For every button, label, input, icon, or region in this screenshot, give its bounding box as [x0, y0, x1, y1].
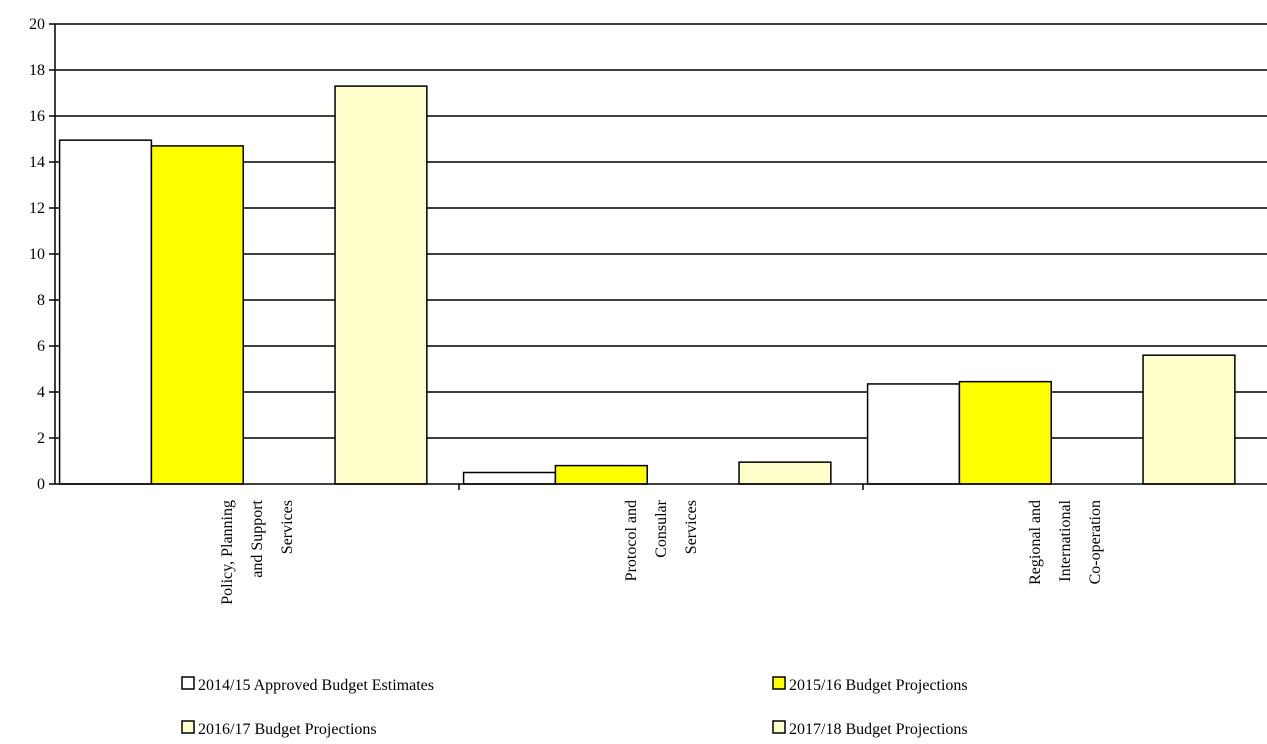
y-tick-label: 12: [29, 200, 45, 217]
category-label-line: Consular: [653, 499, 670, 557]
bar: [958, 380, 1052, 485]
legend-item: 2015/16 Budget Projections: [772, 676, 968, 694]
y-axis-ticks: 0 2 4 6 8 10 12 14 16 18 20: [29, 16, 55, 493]
legend-swatch: [181, 720, 195, 734]
legend-swatch: [772, 720, 786, 734]
category-labels: Policy, Planning and Support Services Proto…: [219, 499, 1104, 604]
y-tick-label: 20: [29, 16, 45, 33]
legend-label: 2014/15 Approved Budget Estimates: [198, 677, 434, 694]
bar: [462, 471, 557, 485]
y-tick-label: 0: [37, 476, 45, 493]
y-tick-label: 8: [37, 292, 45, 309]
bar: [738, 461, 832, 485]
bar: [58, 139, 153, 485]
gridlines: [55, 23, 1267, 439]
category-label-line: Protocol and: [623, 500, 640, 581]
y-tick-label: 4: [37, 384, 45, 401]
bar: [150, 145, 244, 485]
category-label-line: Services: [279, 500, 296, 554]
bar: [1142, 354, 1236, 485]
y-tick-label: 18: [29, 62, 45, 79]
legend-label: 2017/18 Budget Projections: [789, 721, 968, 738]
bar: [554, 464, 648, 485]
legend-item: 2016/17 Budget Projections: [181, 720, 377, 738]
category-label-line: Regional and: [1027, 500, 1044, 585]
category-label-line: and Support: [249, 499, 266, 577]
legend-item: 2017/18 Budget Projections: [772, 720, 968, 738]
legend-swatch: [772, 676, 786, 690]
y-tick-label: 16: [29, 108, 45, 125]
y-tick-label: 2: [37, 430, 45, 447]
category-label-line: Policy, Planning: [219, 500, 236, 605]
legend-swatch: [181, 676, 195, 690]
category-label-line: Services: [683, 500, 700, 554]
category-label: Policy, Planning and Support Services: [219, 499, 296, 604]
category-label-line: International: [1057, 499, 1074, 581]
legend-item: 2014/15 Approved Budget Estimates: [181, 676, 434, 694]
legend-label: 2015/16 Budget Projections: [789, 677, 968, 694]
legend-label: 2016/17 Budget Projections: [198, 721, 377, 738]
bar: [334, 85, 428, 485]
category-label: Regional and International Co-operation: [1027, 499, 1104, 584]
y-tick-label: 6: [37, 338, 45, 355]
bars: [58, 85, 1236, 485]
y-tick-label: 10: [29, 246, 45, 263]
y-tick-label: 14: [29, 154, 45, 171]
legend: 2014/15 Approved Budget Estimates 2015/16…: [181, 676, 968, 738]
category-label-line: Co-operation: [1087, 500, 1104, 584]
bar: [866, 383, 961, 485]
category-label: Protocol and Consular Services: [623, 499, 700, 581]
